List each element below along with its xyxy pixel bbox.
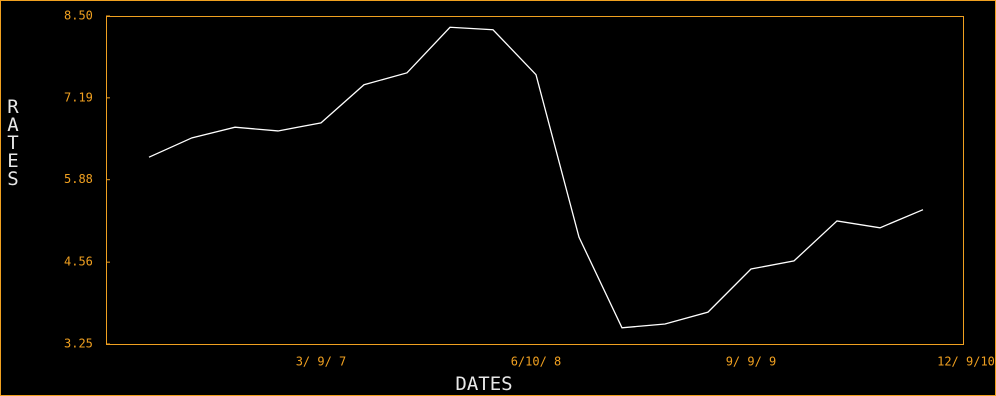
y-axis-label: RATES xyxy=(2,96,24,186)
x-axis-label: DATES xyxy=(455,373,512,395)
y-tick-label: 8.50 xyxy=(64,9,93,23)
y-tick-label: 5.88 xyxy=(64,172,93,186)
y-tick-label: 4.56 xyxy=(64,255,93,269)
y-tick-label: 3.25 xyxy=(64,337,93,351)
x-tick-label: 3/ 9/ 7 xyxy=(296,355,347,369)
x-tick-label: 12/ 9/10 xyxy=(937,355,995,369)
data-line xyxy=(148,26,924,329)
x-tick-label: 6/10/ 8 xyxy=(511,355,562,369)
y-tick-label: 7.19 xyxy=(64,90,93,104)
x-tick-label: 9/ 9/ 9 xyxy=(726,355,777,369)
plot-frame xyxy=(106,16,964,345)
